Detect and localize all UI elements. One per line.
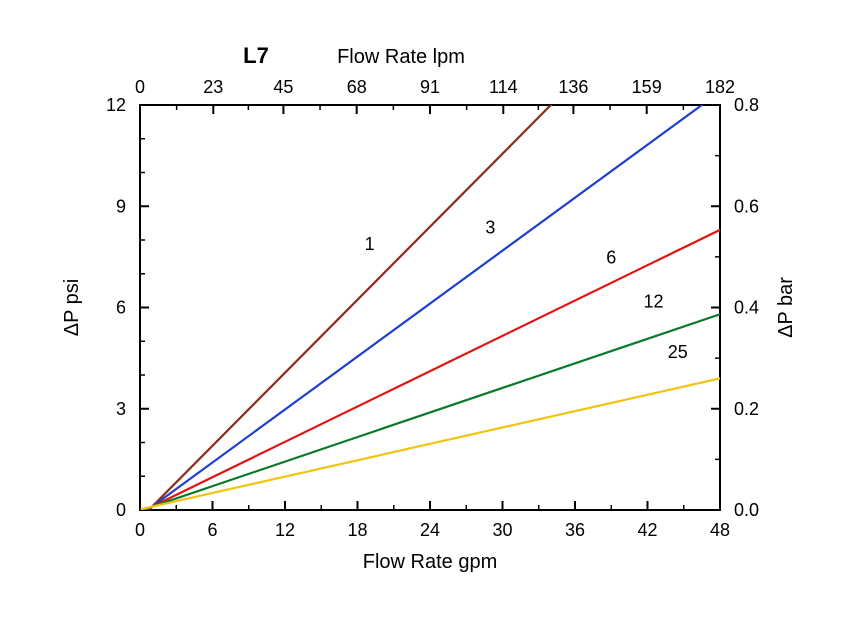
xt-tick-label: 23 <box>203 77 223 97</box>
series-label-12: 12 <box>644 292 664 312</box>
xt-tick-label: 114 <box>489 77 518 97</box>
yr-tick-label: 0.6 <box>734 196 759 216</box>
pressure-flow-chart: 0612182430364248Flow Rate gpm02345689111… <box>0 0 849 639</box>
xb-tick-label: 18 <box>347 520 367 540</box>
xb-tick-label: 12 <box>275 520 295 540</box>
xt-tick-label: 68 <box>347 77 367 97</box>
xt-tick-label: 182 <box>705 77 735 97</box>
yr-tick-label: 0.8 <box>734 95 759 115</box>
yr-axis-label: ΔP bar <box>775 277 797 338</box>
chart-title: L7 <box>243 43 269 68</box>
series-line-6 <box>141 218 744 512</box>
xt-tick-label: 0 <box>135 77 145 97</box>
xt-axis-label: Flow Rate lpm <box>337 46 465 68</box>
yl-tick-label: 6 <box>116 298 126 318</box>
xb-axis-label: Flow Rate gpm <box>363 551 498 573</box>
yl-tick-label: 9 <box>116 196 126 216</box>
series-line-12 <box>141 306 744 510</box>
series-line-25 <box>141 373 744 509</box>
xt-tick-label: 159 <box>632 77 662 97</box>
yr-tick-label: 0.2 <box>734 399 759 419</box>
series-label-1: 1 <box>365 234 375 254</box>
xb-tick-label: 6 <box>207 520 217 540</box>
xb-tick-label: 0 <box>135 520 145 540</box>
xb-tick-label: 24 <box>420 520 440 540</box>
xb-tick-label: 36 <box>565 520 585 540</box>
plot-border <box>140 105 720 510</box>
series-line-3 <box>141 87 726 514</box>
xt-tick-label: 45 <box>273 77 293 97</box>
yr-tick-label: 0.0 <box>734 500 759 520</box>
yl-axis-label: ΔP psi <box>61 279 83 336</box>
series-line-1 <box>144 81 575 515</box>
yl-tick-label: 3 <box>116 399 126 419</box>
chart-svg: 0612182430364248Flow Rate gpm02345689111… <box>0 0 849 639</box>
yl-tick-label: 12 <box>106 95 126 115</box>
xb-tick-label: 30 <box>492 520 512 540</box>
xb-tick-label: 42 <box>637 520 657 540</box>
yr-tick-label: 0.4 <box>734 298 759 318</box>
yl-tick-label: 0 <box>116 500 126 520</box>
series-label-3: 3 <box>485 217 495 237</box>
xt-tick-label: 91 <box>420 77 440 97</box>
xb-tick-label: 48 <box>710 520 730 540</box>
xt-tick-label: 136 <box>558 77 588 97</box>
series-label-25: 25 <box>668 342 688 362</box>
series-label-6: 6 <box>606 248 616 268</box>
